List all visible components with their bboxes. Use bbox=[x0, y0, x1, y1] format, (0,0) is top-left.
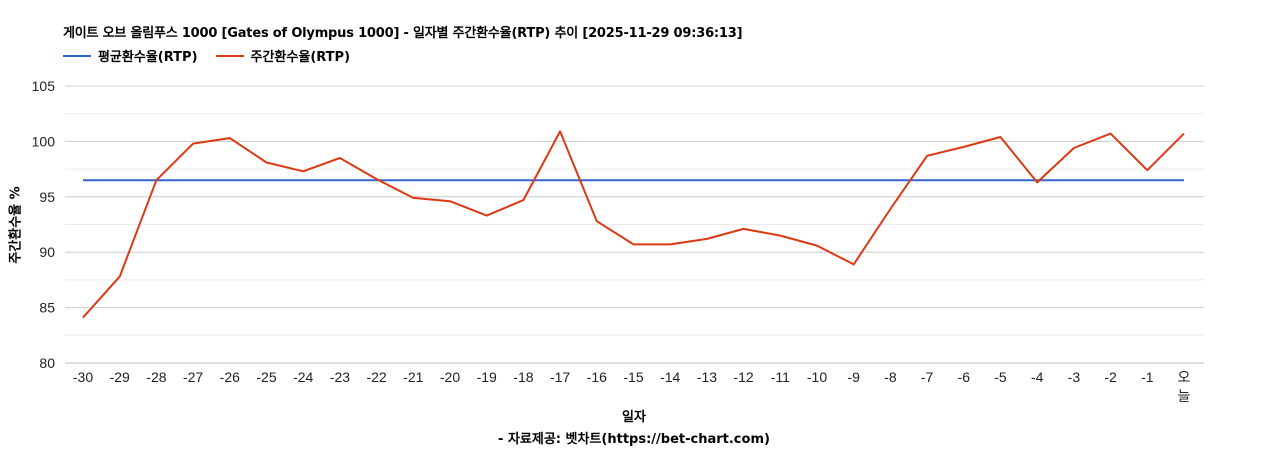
x-tick-label: -20 bbox=[440, 369, 460, 385]
x-tick-label: -2 bbox=[1104, 369, 1117, 385]
y-axis-label: 주간환수율 % bbox=[8, 186, 24, 264]
x-tick-label: -7 bbox=[921, 369, 934, 385]
x-tick-label: -15 bbox=[623, 369, 643, 385]
y-tick-label: 85 bbox=[39, 300, 55, 316]
x-tick-label: -26 bbox=[220, 369, 240, 385]
y-tick-label: 105 bbox=[32, 78, 56, 94]
x-tick-label: -19 bbox=[477, 369, 497, 385]
x-tick-label: -1 bbox=[1141, 369, 1154, 385]
legend-item-weekly[interactable]: 주간환수율(RTP) bbox=[215, 46, 351, 65]
x-tick-label: -16 bbox=[587, 369, 607, 385]
x-tick-label: -12 bbox=[733, 369, 753, 385]
legend: 평균환수율(RTP) 주간환수율(RTP) bbox=[63, 46, 368, 65]
x-tick-label: -28 bbox=[146, 369, 166, 385]
x-tick-label: 오 bbox=[1178, 370, 1191, 386]
x-tick-label: -24 bbox=[293, 369, 313, 385]
x-tick-label: -11 bbox=[771, 369, 790, 385]
x-tick-label: -6 bbox=[958, 369, 971, 385]
x-tick-label: -14 bbox=[660, 369, 680, 385]
x-tick-label: -5 bbox=[994, 369, 1007, 385]
x-axis-label: 일자 bbox=[622, 410, 646, 425]
x-tick-label: -10 bbox=[807, 369, 827, 385]
x-tick-label: -4 bbox=[1031, 369, 1044, 385]
legend-swatch-average bbox=[63, 54, 91, 57]
x-tick-label: -30 bbox=[73, 369, 93, 385]
x-tick-label: -27 bbox=[183, 369, 203, 385]
chart-title: 게이트 오브 올림푸스 1000 [Gates of Olympus 1000]… bbox=[63, 26, 743, 41]
x-tick-label: -13 bbox=[697, 369, 717, 385]
legend-label-average: 평균환수율(RTP) bbox=[98, 50, 198, 65]
x-tick-label: -22 bbox=[366, 369, 386, 385]
legend-label-weekly: 주간환수율(RTP) bbox=[250, 50, 351, 65]
y-tick-label: 80 bbox=[39, 355, 55, 371]
x-tick-label: -18 bbox=[513, 369, 533, 385]
x-tick-label: -25 bbox=[256, 369, 276, 385]
legend-swatch-weekly bbox=[215, 54, 244, 57]
x-tick-label: -23 bbox=[330, 369, 350, 385]
x-tick-label: 늘 bbox=[1178, 389, 1191, 405]
x-tick-label: -21 bbox=[403, 369, 423, 385]
x-tick-label: -9 bbox=[847, 369, 860, 385]
y-tick-label: 95 bbox=[39, 189, 55, 205]
x-tick-label: -29 bbox=[110, 369, 130, 385]
y-tick-label: 100 bbox=[32, 133, 56, 149]
x-tick-label: -8 bbox=[884, 369, 897, 385]
data-credit: - 자료제공: 벳차트(https://bet-chart.com) bbox=[498, 432, 770, 447]
legend-item-average[interactable]: 평균환수율(RTP) bbox=[63, 46, 198, 65]
series-line-weekly-rtp[interactable] bbox=[82, 130, 1185, 319]
x-tick-label: -17 bbox=[550, 369, 570, 385]
y-tick-label: 90 bbox=[39, 244, 55, 260]
x-tick-label: -3 bbox=[1068, 369, 1081, 385]
